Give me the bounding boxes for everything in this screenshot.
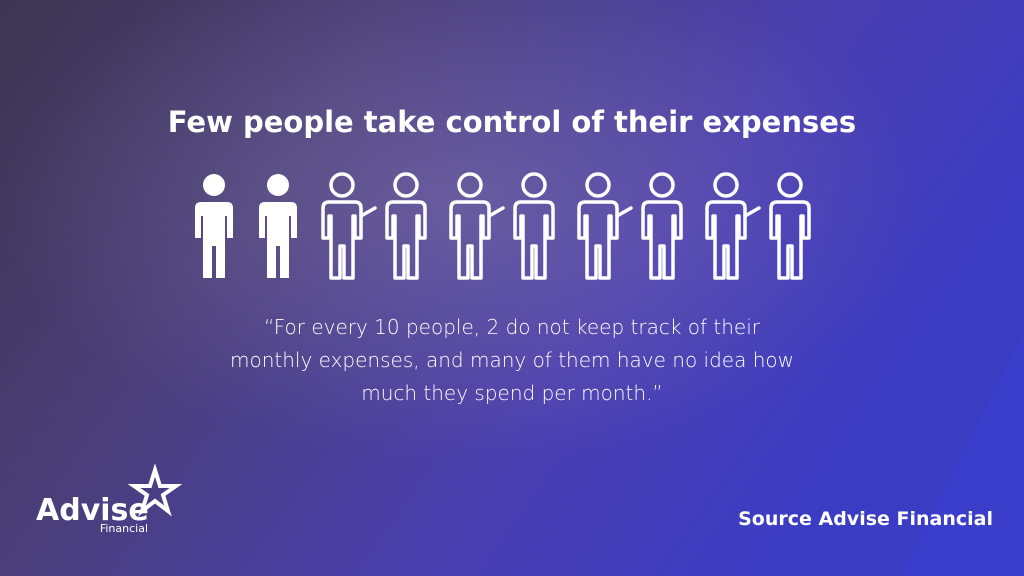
quote-line: “For every 10 people, 2 do not keep trac… [264, 315, 761, 339]
person [321, 172, 377, 280]
person-highlighted [259, 174, 297, 278]
person-head [585, 172, 611, 198]
person-body [705, 200, 747, 280]
person-head [521, 172, 547, 198]
person [449, 172, 505, 280]
person-arm [615, 206, 633, 218]
person-head [649, 172, 675, 198]
person [641, 172, 683, 280]
person-body [577, 200, 619, 280]
person-body [769, 200, 811, 280]
person-body [641, 200, 683, 280]
person-highlighted [195, 174, 233, 278]
person-body [321, 200, 363, 280]
quote-line: monthly expenses, and many of them have … [230, 348, 794, 372]
person-arm [487, 206, 505, 218]
person-body [385, 200, 427, 280]
person-head [713, 172, 739, 198]
person [577, 172, 633, 280]
person-head [329, 172, 355, 198]
quote-line: much they spend per month.” [361, 381, 663, 405]
person [385, 172, 427, 280]
person-body [195, 202, 233, 278]
person-body [259, 202, 297, 278]
person-head [267, 174, 289, 196]
logo-star [127, 463, 183, 517]
pictogram [195, 172, 811, 280]
logo-subtitle: Financial [100, 522, 148, 535]
quote: “For every 10 people, 2 do not keep trac… [230, 315, 794, 405]
person-head [393, 172, 419, 198]
person-arm [743, 206, 761, 218]
person-head [457, 172, 483, 198]
person-arm [359, 206, 377, 218]
background-shape [900, 330, 1024, 576]
person [769, 172, 811, 280]
person-body [449, 200, 491, 280]
logo-name: Advise [36, 493, 149, 528]
title: Few people take control of their expense… [168, 105, 856, 139]
person-head [203, 174, 225, 196]
person-head [777, 172, 803, 198]
person-body [513, 200, 555, 280]
source: Source Advise Financial [738, 508, 993, 530]
person [513, 172, 555, 280]
logo: Advise Financial [36, 463, 183, 535]
person [705, 172, 761, 280]
